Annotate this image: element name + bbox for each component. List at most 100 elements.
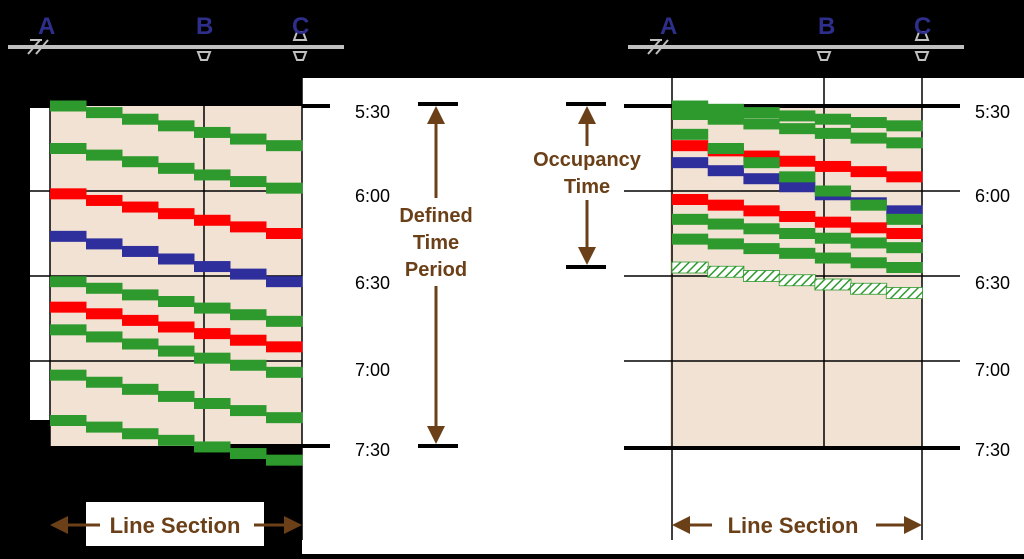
train-path-block (779, 171, 816, 183)
train-path-block (194, 398, 231, 409)
train-path-block (122, 245, 159, 257)
station-label-b: B (818, 13, 835, 40)
train-path-block (672, 213, 709, 225)
train-path-block (266, 341, 303, 353)
train-path (50, 276, 303, 327)
time-label: 6:30 (355, 273, 390, 293)
train-path-block (86, 282, 123, 294)
train-path-block (86, 421, 123, 433)
train-path-block (50, 143, 87, 154)
train-path-block (814, 278, 852, 291)
train-path-block (86, 331, 123, 343)
train-path-block (158, 296, 195, 307)
train-path-block (779, 123, 816, 135)
train-path-block (50, 301, 87, 313)
train-path-block (814, 113, 852, 125)
train-path-block (194, 302, 231, 314)
train-path-block (158, 321, 195, 333)
train-path-block (814, 127, 852, 139)
train-path-block (266, 412, 303, 424)
train-path-block (886, 120, 923, 132)
right-line-section-axis: Line Section (672, 513, 922, 538)
train-path-block (86, 238, 123, 250)
train-path-block (230, 133, 267, 145)
train-path-block (158, 162, 195, 174)
line-section-label: Line Section (110, 513, 241, 538)
left-line-section-axis: Line Section (50, 513, 302, 538)
train-path-block (779, 247, 816, 259)
train-path-block (850, 282, 888, 295)
train-path-block (743, 118, 780, 130)
arrow-up-icon (578, 106, 596, 124)
train-path-block (885, 287, 923, 299)
train-path-block (50, 276, 87, 288)
annotation-line: Period (405, 259, 467, 281)
train-path-block (707, 265, 745, 278)
train-path (672, 128, 923, 225)
signal-icon (816, 51, 832, 61)
arrow-up-icon (427, 106, 445, 124)
left-train-paths (50, 100, 303, 466)
train-path-block (50, 415, 87, 426)
station-label-c: C (914, 13, 931, 40)
train-path-block (50, 188, 87, 200)
line-section-label: Line Section (728, 513, 859, 538)
arrow-left-icon (50, 516, 68, 534)
train-path-block (707, 113, 744, 125)
right-time-labels: 5:30 6:00 6:30 7:00 7:30 (975, 102, 1010, 460)
train-path-block (230, 448, 267, 460)
train-path-block (50, 369, 87, 381)
train-path-block (672, 194, 709, 205)
station-label-b: B (196, 13, 213, 40)
train-path-block (158, 434, 195, 446)
train-path-block (743, 243, 780, 255)
train-path-block (672, 233, 709, 245)
train-path-block (850, 132, 887, 144)
train-path-block (814, 232, 852, 244)
white-area-left-strip (30, 108, 50, 420)
train-path-block (86, 107, 123, 119)
train-path-block (743, 107, 780, 119)
signal-icon (292, 31, 308, 61)
train-path-block (779, 211, 816, 222)
train-path (672, 213, 923, 254)
train-path (50, 143, 303, 194)
train-path-block (194, 441, 231, 453)
train-path-block (194, 352, 231, 364)
train-path-block (266, 315, 303, 327)
train-path-block (266, 182, 303, 194)
annotation-line: Time (564, 176, 610, 198)
train-path-block (230, 221, 267, 233)
train-path-block (778, 274, 816, 287)
train-path-block (707, 165, 744, 177)
train-path (672, 109, 923, 149)
train-path-block (850, 166, 887, 178)
train-path (50, 188, 303, 239)
annotation-line: Occupancy (533, 149, 642, 171)
signal-icon (914, 31, 930, 61)
train-path-block (86, 308, 123, 320)
train-path-block (266, 140, 303, 152)
train-path-block (707, 218, 744, 230)
time-label: 7:30 (975, 440, 1010, 460)
train-path (672, 233, 923, 273)
train-path (672, 194, 923, 239)
train-path (50, 415, 303, 466)
right-train-paths (671, 100, 923, 299)
train-path (50, 230, 303, 288)
train-path-block (158, 120, 195, 132)
arrow-right-icon (904, 516, 922, 534)
train-path-block (86, 194, 123, 206)
train-path-block (230, 176, 267, 188)
train-path-block (743, 157, 780, 169)
train-path-block (886, 242, 923, 254)
station-label-a: A (660, 13, 677, 40)
train-path-block (672, 157, 709, 169)
train-path-block (266, 366, 303, 378)
train-path-block (850, 222, 887, 234)
time-label: 7:30 (355, 440, 390, 460)
train-path-block (230, 268, 267, 280)
train-path-block (886, 228, 923, 239)
train-path-block (779, 228, 816, 239)
